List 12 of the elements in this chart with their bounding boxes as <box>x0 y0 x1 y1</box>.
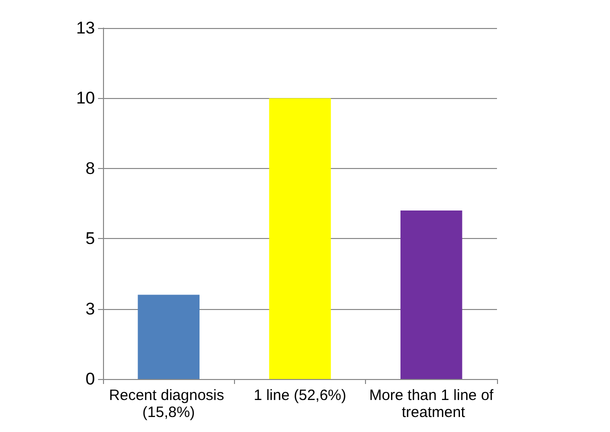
x-tick-label: More than 1 line of treatment <box>369 387 494 421</box>
bar <box>138 294 200 379</box>
y-tick-label: 13 <box>76 18 95 38</box>
y-tick-label: 8 <box>86 158 95 178</box>
y-tick-label: 3 <box>86 299 95 318</box>
bar <box>400 210 462 379</box>
x-tick-label: 1 line (52,6%) <box>254 387 346 404</box>
x-tick-label: Recent diagnosis (15,8%) <box>109 387 228 421</box>
y-tick-label: 10 <box>76 88 95 108</box>
y-tick-label: 5 <box>86 229 95 248</box>
y-tick-label: 0 <box>86 370 95 388</box>
bar <box>269 98 331 379</box>
